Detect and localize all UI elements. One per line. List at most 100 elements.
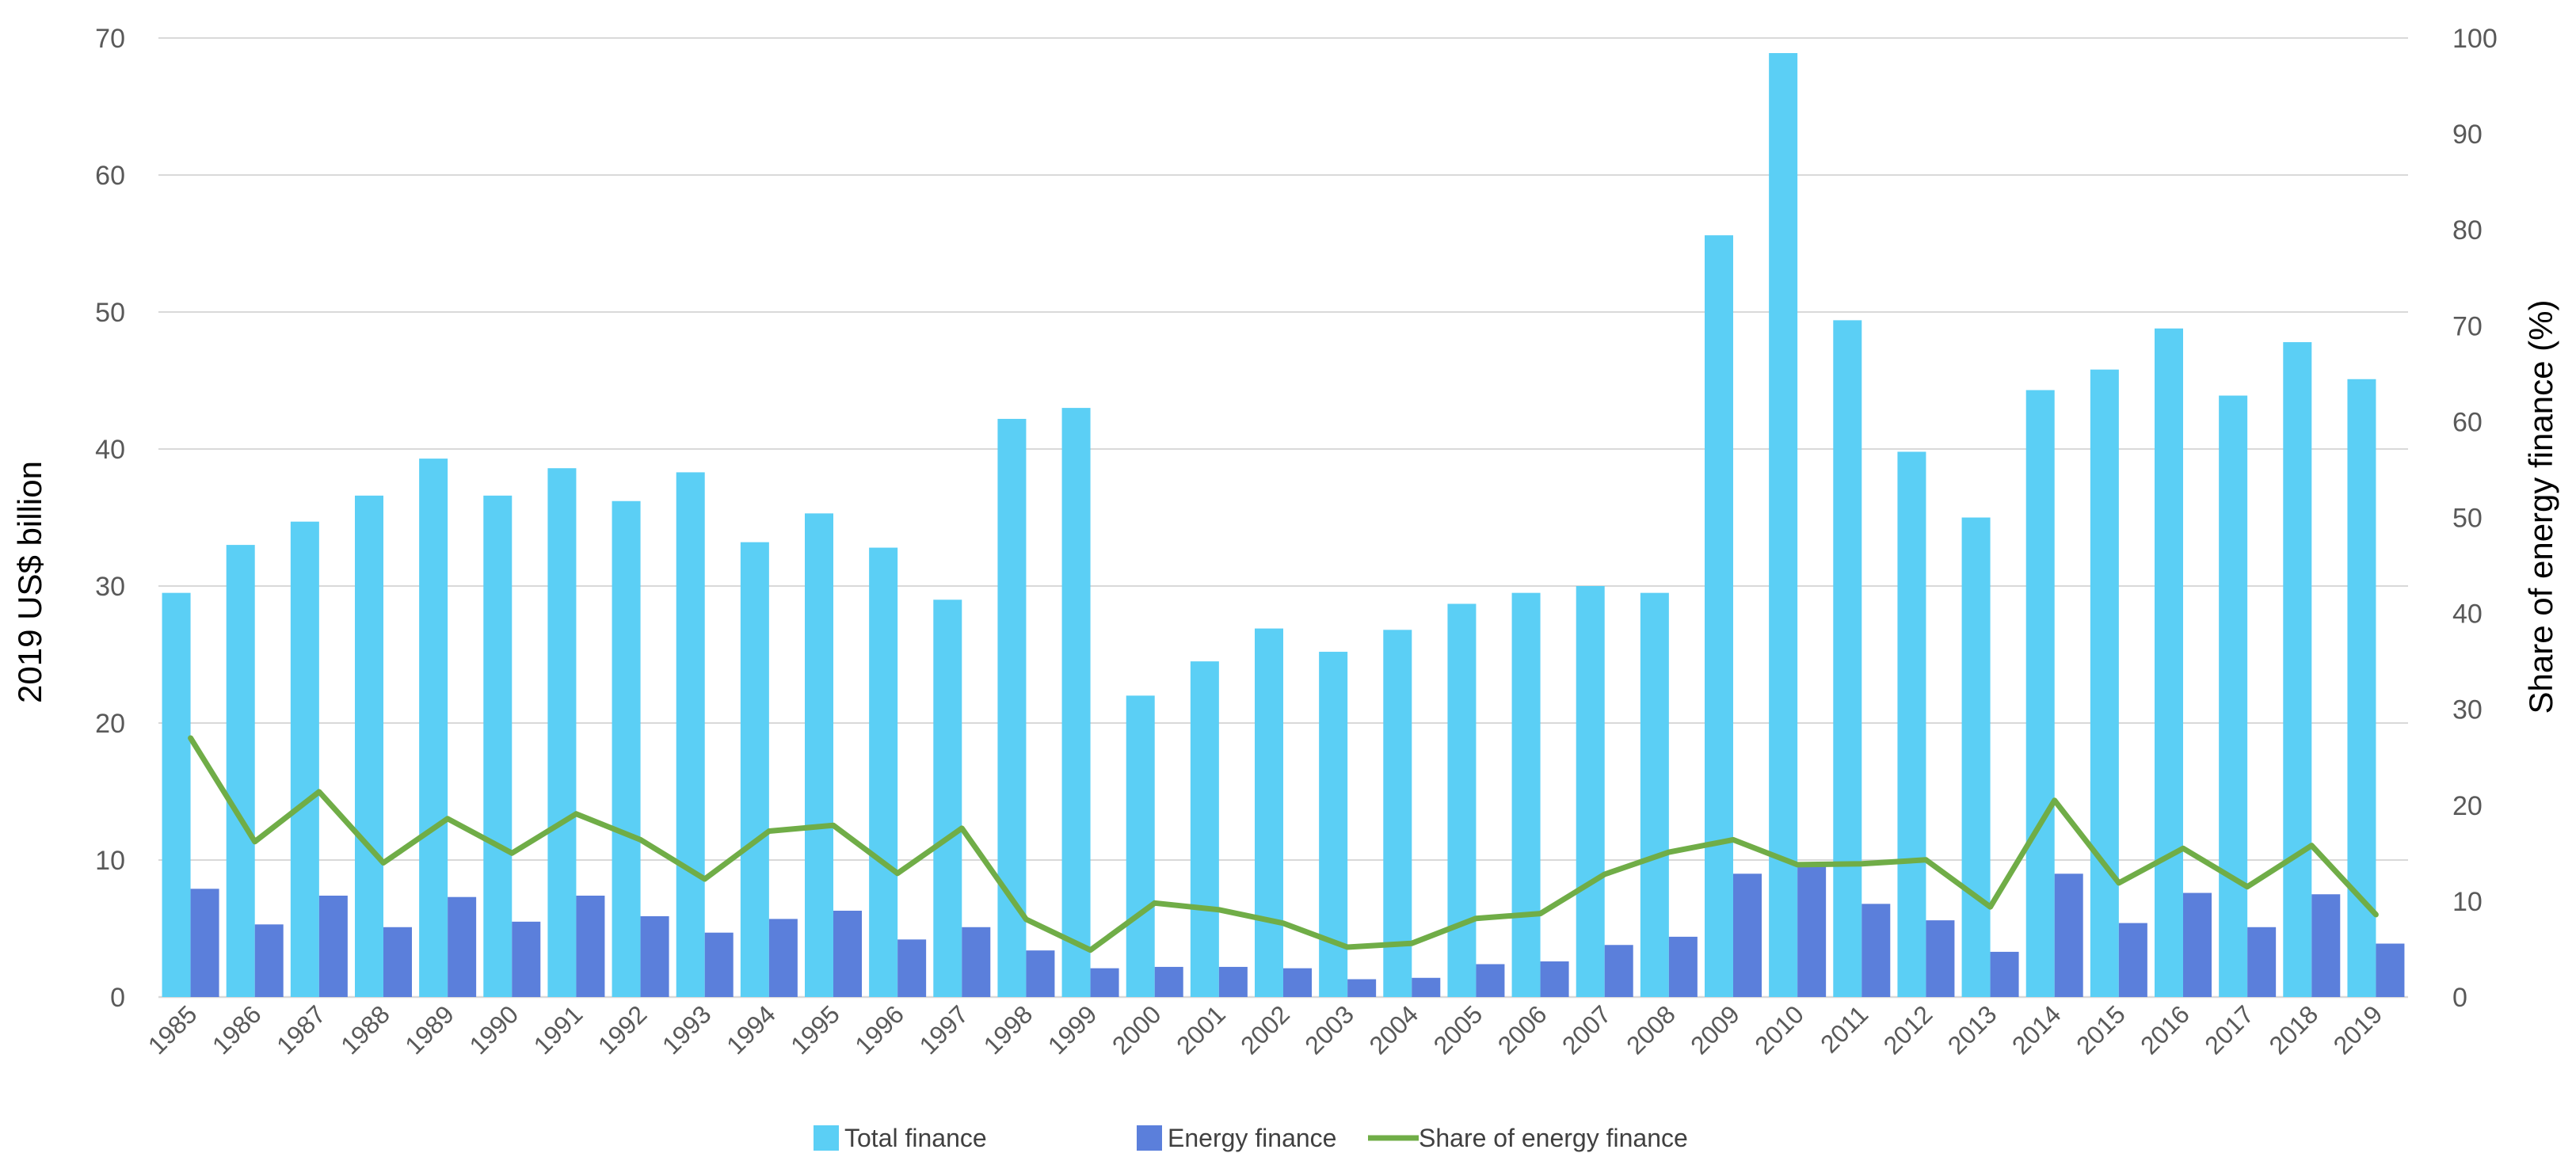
x-axis-tick-label: 1985 xyxy=(143,999,203,1060)
right-axis-tick-label: 90 xyxy=(2452,120,2483,150)
bar-energy-finance-2012 xyxy=(1926,920,1955,997)
left-axis-tick-label: 0 xyxy=(110,983,125,1013)
bar-total-finance-2009 xyxy=(1705,235,1733,997)
x-axis-tick-label: 1989 xyxy=(399,999,459,1060)
bar-total-finance-2008 xyxy=(1640,592,1669,997)
bar-energy-finance-2016 xyxy=(2183,892,2212,997)
bar-energy-finance-1989 xyxy=(448,896,477,997)
bar-energy-finance-1997 xyxy=(962,927,991,997)
bar-total-finance-2015 xyxy=(2090,369,2119,997)
line-share-of-energy-finance xyxy=(188,735,2379,953)
x-axis-tick-label: 1995 xyxy=(785,999,845,1060)
right-axis-tick-label: 0 xyxy=(2452,983,2467,1013)
x-axis-tick-label: 2016 xyxy=(2135,999,2195,1060)
bar-total-finance-2000 xyxy=(1126,695,1155,997)
x-axis-tick-label: 1986 xyxy=(207,999,267,1060)
x-axis-tick-label: 2005 xyxy=(1428,999,1488,1060)
bar-total-finance-2001 xyxy=(1190,661,1219,997)
left-axis-tick-label: 70 xyxy=(95,24,125,54)
bar-energy-finance-2003 xyxy=(1347,979,1377,997)
x-axis-tick-label: 2008 xyxy=(1621,999,1681,1060)
x-axis: 1985 1986 1987 1988 1989 1990 1991 1992 1993 1994… xyxy=(143,999,2388,1060)
right-axis-tick-label: 100 xyxy=(2452,24,2498,54)
bar-total-finance-1997 xyxy=(933,599,962,997)
x-axis-tick-label: 1991 xyxy=(528,999,589,1060)
x-axis-tick-label: 2001 xyxy=(1171,999,1231,1060)
x-axis-tick-label: 2003 xyxy=(1299,999,1359,1060)
bar-energy-finance-1992 xyxy=(640,915,669,997)
left-axis-tick-label: 60 xyxy=(95,161,125,191)
bar-energy-finance-2006 xyxy=(1540,961,1569,997)
bar-energy-finance-2015 xyxy=(2118,923,2147,997)
bar-series xyxy=(162,53,2405,997)
x-axis-tick-label: 1988 xyxy=(335,999,395,1060)
bar-energy-finance-1985 xyxy=(190,889,219,997)
bar-energy-finance-2011 xyxy=(1862,904,1891,997)
bar-total-finance-1986 xyxy=(226,545,255,997)
x-axis-tick-label: 2007 xyxy=(1557,999,1617,1060)
bar-energy-finance-2001 xyxy=(1218,966,1248,997)
bar-total-finance-1992 xyxy=(612,500,641,997)
left-y-axis: 0 10 20 30 40 50 60 70 xyxy=(95,24,125,1013)
bar-energy-finance-1991 xyxy=(576,895,605,997)
bar-energy-finance-2005 xyxy=(1476,964,1505,997)
bar-total-finance-2004 xyxy=(1383,630,1412,997)
x-axis-tick-label: 2010 xyxy=(1749,999,1809,1060)
bar-total-finance-2019 xyxy=(2347,379,2376,997)
right-axis-tick-label: 30 xyxy=(2452,695,2483,725)
bar-total-finance-1994 xyxy=(740,542,769,997)
right-y-axis: 0 10 20 30 40 50 60 70 80 90 100 xyxy=(2452,24,2498,1013)
legend-label-share-energy-finance: Share of energy finance xyxy=(1419,1124,1688,1152)
bar-total-finance-1993 xyxy=(676,472,705,997)
legend: Total finance Energy finance Share of en… xyxy=(814,1124,1688,1152)
bar-energy-finance-2014 xyxy=(2054,873,2083,997)
left-axis-tick-label: 10 xyxy=(95,846,125,876)
x-axis-tick-label: 2000 xyxy=(1107,999,1167,1060)
bar-total-finance-1987 xyxy=(290,521,319,997)
legend-label-total-finance: Total finance xyxy=(844,1124,987,1152)
x-axis-tick-label: 1998 xyxy=(978,999,1038,1060)
bar-energy-finance-1994 xyxy=(768,919,798,997)
bar-energy-finance-2018 xyxy=(2311,894,2341,997)
bar-total-finance-1996 xyxy=(869,547,898,997)
right-axis-tick-label: 10 xyxy=(2452,887,2483,917)
x-axis-tick-label: 1992 xyxy=(593,999,653,1060)
x-axis-tick-label: 1999 xyxy=(1042,999,1103,1060)
bar-total-finance-1991 xyxy=(547,468,577,997)
x-axis-tick-label: 1996 xyxy=(849,999,909,1060)
x-axis-tick-label: 2006 xyxy=(1492,999,1553,1060)
right-axis-tick-label: 80 xyxy=(2452,215,2483,245)
bar-energy-finance-2013 xyxy=(1990,951,2019,997)
left-axis-title: 2019 US$ billion xyxy=(11,461,48,703)
right-axis-title: Share of energy finance (%) xyxy=(2522,300,2559,714)
bar-total-finance-2013 xyxy=(1961,517,1991,997)
left-axis-tick-label: 20 xyxy=(95,709,125,739)
x-axis-tick-label: 1990 xyxy=(463,999,524,1060)
bar-total-finance-2005 xyxy=(1447,603,1477,997)
bar-energy-finance-2004 xyxy=(1412,977,1441,997)
right-axis-tick-label: 40 xyxy=(2452,599,2483,630)
x-axis-tick-label: 1994 xyxy=(721,999,781,1060)
left-axis-tick-label: 40 xyxy=(95,435,125,465)
bar-total-finance-1995 xyxy=(805,513,833,997)
x-axis-tick-label: 2018 xyxy=(2263,999,2323,1060)
right-axis-tick-label: 60 xyxy=(2452,407,2483,437)
x-axis-tick-label: 2013 xyxy=(1942,999,2002,1060)
bar-energy-finance-2008 xyxy=(1668,936,1698,997)
right-axis-tick-label: 20 xyxy=(2452,791,2483,821)
bar-energy-finance-1987 xyxy=(318,895,348,997)
bar-energy-finance-1990 xyxy=(512,921,541,997)
bar-energy-finance-1995 xyxy=(833,911,862,997)
share-line-series xyxy=(188,735,2379,953)
legend-swatch-total-finance xyxy=(814,1125,839,1151)
right-axis-tick-label: 70 xyxy=(2452,311,2483,341)
legend-swatch-energy-finance xyxy=(1137,1125,1162,1151)
x-axis-tick-label: 2012 xyxy=(1878,999,1938,1060)
bar-total-finance-2002 xyxy=(1255,628,1283,997)
bar-total-finance-2017 xyxy=(2219,395,2248,997)
x-axis-tick-label: 2011 xyxy=(1815,999,1873,1058)
x-axis-tick-label: 2002 xyxy=(1235,999,1295,1060)
x-axis-tick-label: 2015 xyxy=(2071,999,2131,1060)
